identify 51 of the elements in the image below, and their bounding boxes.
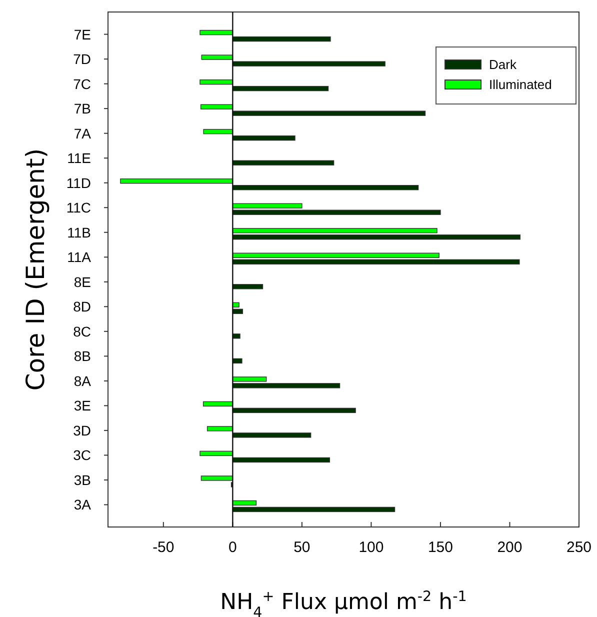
bar — [232, 135, 296, 141]
bar — [232, 432, 312, 438]
bar — [232, 408, 356, 414]
bar — [232, 184, 419, 190]
x-tick-label: 0 — [228, 539, 237, 556]
y-tick-label: 7A — [74, 125, 92, 142]
bar — [232, 160, 334, 166]
y-tick-label: 3B — [74, 472, 91, 488]
x-tick-label: 100 — [358, 539, 384, 556]
bar — [232, 86, 329, 92]
bar — [120, 178, 234, 184]
y-tick-label: 7C — [73, 76, 91, 92]
legend-label: Dark — [489, 57, 517, 72]
y-tick-label: 8D — [73, 298, 91, 315]
bar — [232, 110, 426, 116]
y-tick-label: 11B — [67, 224, 91, 240]
bar — [232, 36, 331, 42]
bar — [200, 79, 234, 85]
bar — [200, 450, 234, 456]
y-tick-label: 8A — [74, 372, 92, 389]
bar — [201, 54, 234, 60]
y-tick-label: 11E — [67, 150, 91, 166]
y-tick-label: 3D — [73, 422, 91, 438]
bar — [206, 426, 234, 432]
x-tick-label: 50 — [294, 539, 310, 556]
y-tick-label: 3E — [74, 398, 91, 414]
bar — [202, 401, 234, 407]
legend-label: Illuminated — [489, 77, 552, 92]
y-tick-label: 3C — [73, 447, 91, 464]
x-tick-label: 250 — [566, 539, 592, 556]
x-tick-label: 150 — [428, 539, 453, 556]
bar — [232, 61, 386, 66]
y-tick-label: 11A — [67, 249, 92, 266]
bar — [200, 30, 234, 36]
y-tick-label: 11C — [66, 200, 91, 216]
x-tick-label: -50 — [152, 539, 174, 556]
bar — [200, 104, 234, 110]
y-tick-label: 8E — [74, 274, 91, 290]
y-tick-label: 7D — [73, 51, 91, 68]
y-tick-label: 7B — [74, 100, 91, 117]
y-tick-label: 11D — [66, 174, 91, 191]
bar — [232, 284, 264, 290]
bar — [232, 457, 330, 463]
x-tick-label: 200 — [497, 539, 522, 556]
y-axis-title: Core ID (Emergent) — [21, 148, 50, 391]
y-tick-label: 3A — [74, 496, 92, 513]
y-tick-label: 8C — [73, 323, 91, 340]
x-axis-title: NH$_{4}$$^{+}$ Flux μmol m$^{-2}$ h$^{-1}$ — [220, 589, 467, 617]
bar — [203, 128, 234, 134]
y-tick-label: 8B — [74, 348, 91, 364]
y-tick-label: 7E — [74, 26, 91, 42]
